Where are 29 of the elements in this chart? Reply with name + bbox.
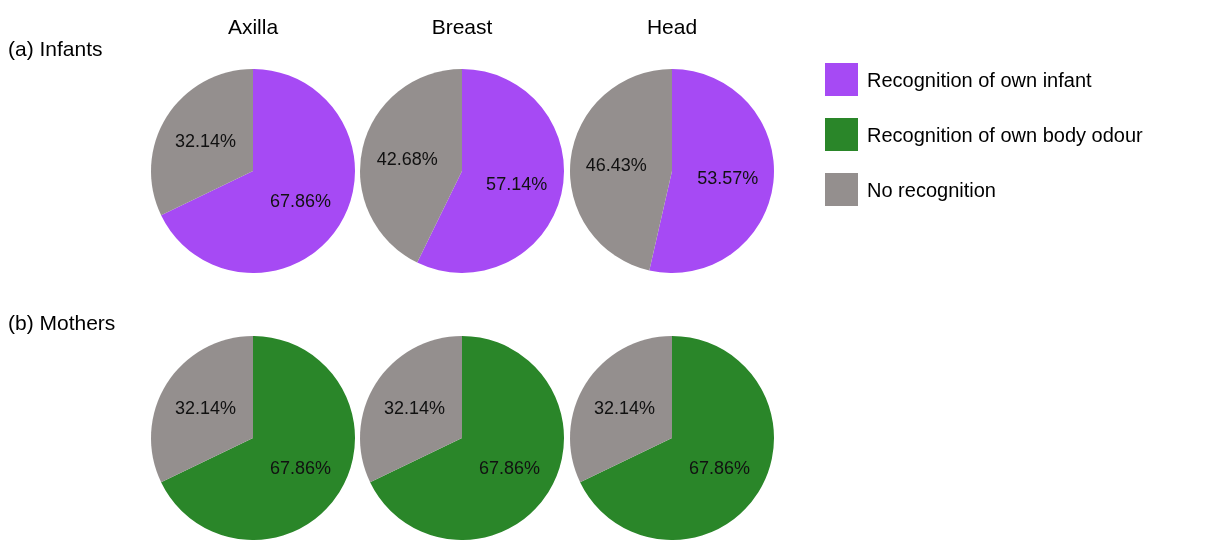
data-label: 67.86% (688, 458, 751, 479)
data-label: 53.57% (697, 167, 759, 188)
pie-slice (370, 336, 564, 540)
data-label: 32.14% (593, 398, 656, 419)
data-label: 57.14% (486, 173, 548, 194)
pie-slice (151, 336, 253, 483)
pie-slice (570, 69, 672, 271)
data-label: 67.86% (478, 458, 541, 479)
text: (b) Mothers (8, 311, 116, 334)
pie-slice (570, 336, 672, 483)
data-label: 67.86% (269, 191, 332, 212)
pie-slice (161, 336, 355, 540)
data-label: 32.14% (174, 398, 237, 419)
data-label: 32.14% (174, 131, 237, 152)
pie-slice (580, 336, 774, 540)
text: (a) Infants (8, 37, 103, 60)
chart-title: Head (646, 15, 698, 38)
legend-label: Recognition of own body odour (867, 124, 1144, 146)
data-label: 32.14% (383, 398, 446, 419)
pie-slice (360, 69, 462, 263)
chart-title: Axilla (227, 15, 279, 38)
data-label: 67.86% (269, 458, 332, 479)
data-label: 46.43% (585, 155, 647, 176)
pie-slice (360, 336, 462, 483)
legend-label: No recognition (867, 179, 996, 201)
legend-label: Recognition of own infant (867, 69, 1093, 91)
pie-slice (649, 69, 774, 273)
data-label: 42.68% (376, 148, 438, 169)
chart-title: Breast (431, 15, 493, 38)
